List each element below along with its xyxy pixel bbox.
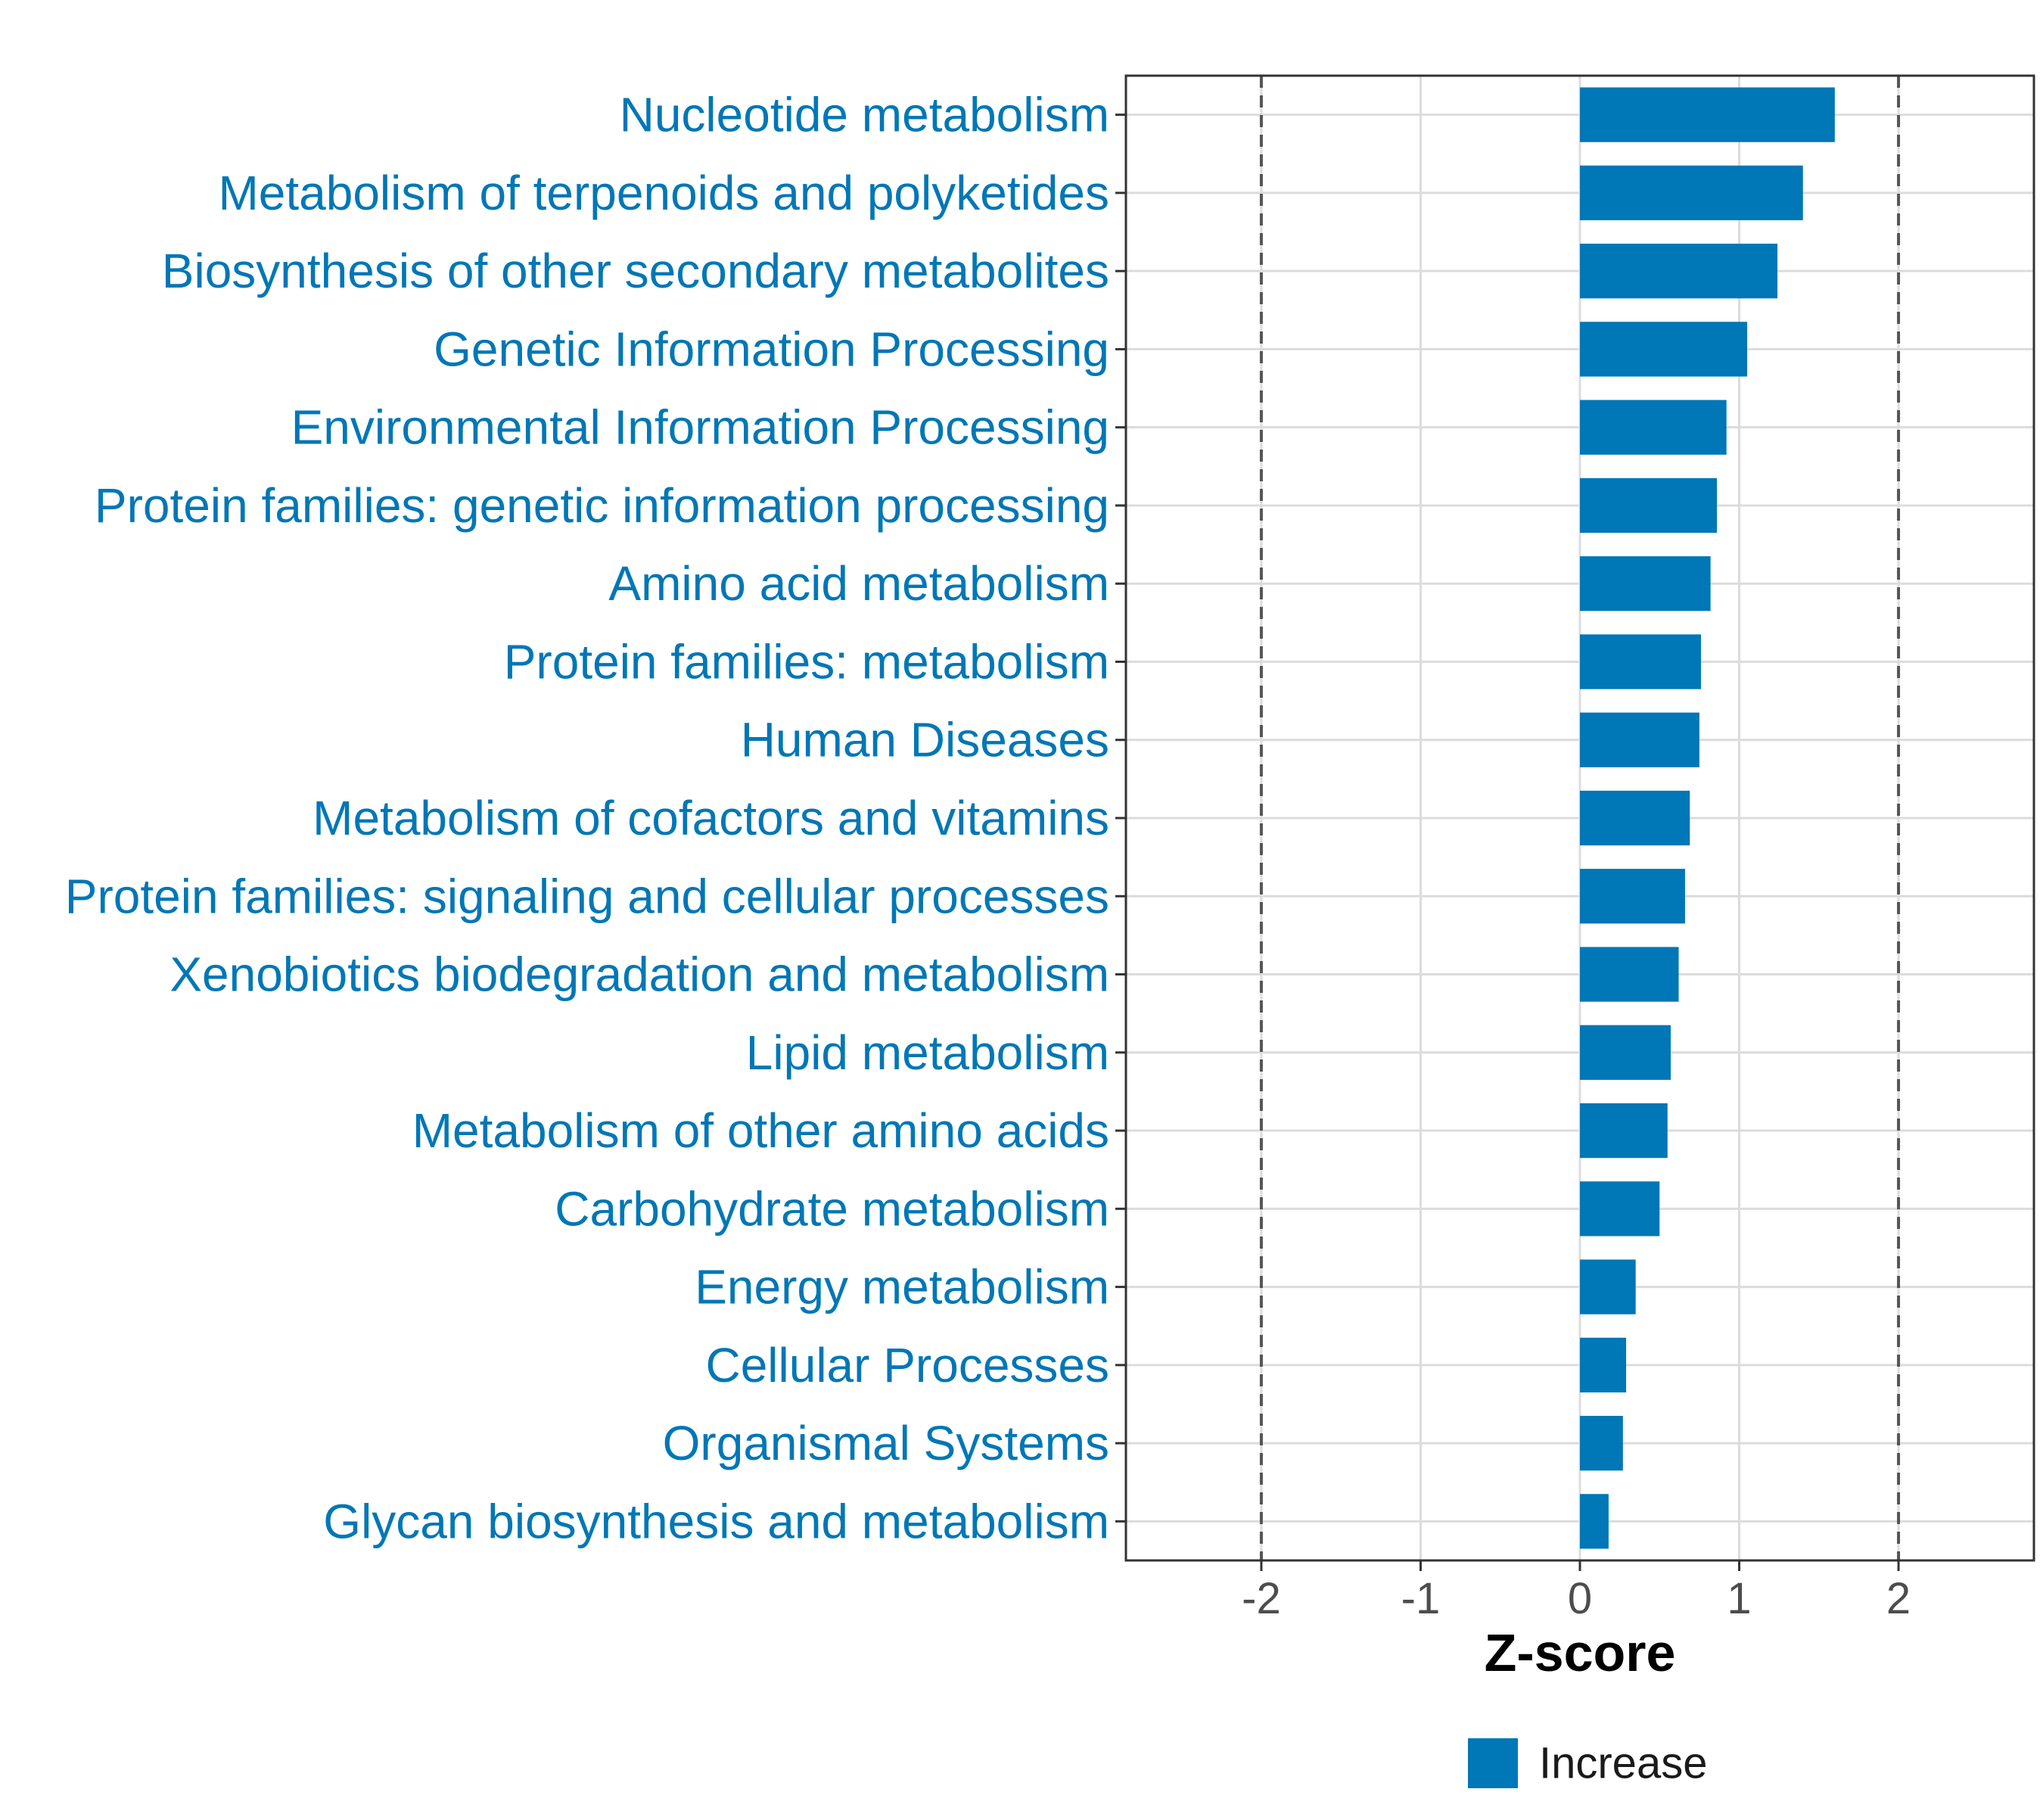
bar — [1580, 1415, 1623, 1471]
category-label: Glycan biosynthesis and metabolism — [323, 1494, 1109, 1548]
category-label: Lipid metabolism — [746, 1025, 1109, 1080]
bar — [1580, 1181, 1660, 1237]
bar — [1580, 165, 1803, 221]
category-label: Metabolism of other amino acids — [412, 1103, 1109, 1158]
y-axis-labels: Nucleotide metabolism Metabolism of terpe… — [65, 88, 1109, 1549]
category-label: Xenobiotics biodegradation and metabolis… — [169, 947, 1109, 1002]
legend-label-increase: Increase — [1539, 1739, 1707, 1788]
bar — [1580, 556, 1711, 611]
y-axis-ticks — [1115, 114, 1126, 1523]
bar — [1580, 712, 1699, 767]
bar — [1580, 87, 1835, 142]
bar — [1580, 322, 1748, 377]
category-label: Cellular Processes — [705, 1338, 1109, 1392]
category-label: Organismal Systems — [663, 1416, 1109, 1470]
x-tick-label: 2 — [1886, 1574, 1911, 1623]
bar — [1580, 1103, 1668, 1159]
x-tick-label: -1 — [1401, 1574, 1441, 1623]
bar — [1580, 1337, 1627, 1392]
category-label: Metabolism of cofactors and vitamins — [313, 791, 1109, 845]
category-label: Genetic Information Processing — [434, 322, 1109, 376]
x-tick-label: 1 — [1727, 1574, 1751, 1623]
category-label: Human Diseases — [741, 713, 1109, 767]
bar — [1580, 790, 1690, 846]
category-label: Amino acid metabolism — [608, 556, 1109, 611]
legend-swatch-increase — [1468, 1738, 1518, 1788]
category-label: Nucleotide metabolism — [620, 88, 1109, 142]
bar — [1580, 478, 1718, 534]
bar — [1580, 1025, 1671, 1080]
x-tick-label: -2 — [1242, 1574, 1281, 1623]
bar — [1580, 869, 1685, 924]
category-label: Protein families: genetic information pr… — [95, 478, 1109, 533]
category-label: Metabolism of terpenoids and polyketides — [218, 166, 1109, 220]
bar — [1580, 1494, 1609, 1549]
category-label: Carbohydrate metabolism — [555, 1181, 1109, 1236]
category-label: Environmental Information Processing — [291, 400, 1109, 455]
bar — [1580, 1259, 1636, 1314]
x-axis-title: Z-score — [1485, 1623, 1676, 1682]
category-label: Biosynthesis of other secondary metaboli… — [162, 244, 1109, 298]
category-label: Protein families: metabolism — [504, 634, 1109, 689]
reference-lines — [1259, 76, 1901, 1560]
x-axis-ticks: -2 -1 0 1 2 — [1242, 1560, 1911, 1623]
bar — [1580, 947, 1679, 1002]
bar — [1580, 244, 1778, 299]
legend: Increase — [1468, 1738, 1707, 1788]
bars — [1580, 87, 1835, 1549]
category-label: Energy metabolism — [695, 1260, 1109, 1314]
category-label: Protein families: signaling and cellular… — [65, 869, 1109, 923]
bar — [1580, 634, 1701, 689]
x-tick-label: 0 — [1568, 1574, 1592, 1623]
bar — [1580, 400, 1727, 455]
